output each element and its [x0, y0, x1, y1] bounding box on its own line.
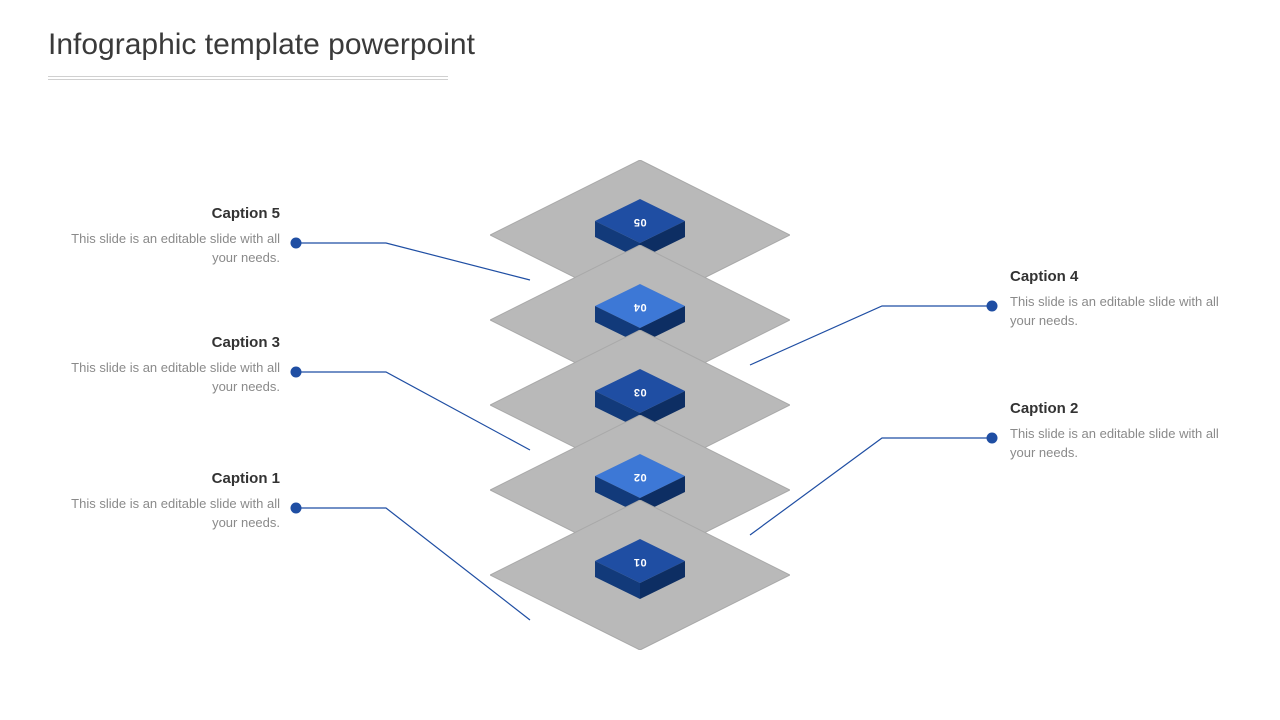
caption-block: Caption 1 This slide is an editable slide… [60, 470, 280, 533]
connector-dot [987, 433, 998, 444]
caption-desc: This slide is an editable slide with all… [60, 495, 280, 533]
iso-block: 01 [595, 539, 685, 599]
caption-block: Caption 4 This slide is an editable slide… [1010, 268, 1230, 331]
caption-desc: This slide is an editable slide with all… [1010, 293, 1230, 331]
block-number: 05 [633, 216, 646, 228]
caption-title: Caption 3 [60, 334, 280, 351]
block-number: 01 [633, 556, 646, 568]
connector-dot [987, 301, 998, 312]
caption-block: Caption 5 This slide is an editable slide… [60, 205, 280, 268]
connector-dot [291, 367, 302, 378]
caption-desc: This slide is an editable slide with all… [60, 230, 280, 268]
caption-block: Caption 3 This slide is an editable slide… [60, 334, 280, 397]
block-number: 03 [633, 386, 646, 398]
caption-desc: This slide is an editable slide with all… [60, 359, 280, 397]
caption-title: Caption 5 [60, 205, 280, 222]
caption-title: Caption 2 [1010, 400, 1230, 417]
connector-dot [291, 503, 302, 514]
block-number: 02 [633, 471, 646, 483]
caption-desc: This slide is an editable slide with all… [1010, 425, 1230, 463]
caption-title: Caption 1 [60, 470, 280, 487]
block-number: 04 [633, 301, 646, 313]
caption-title: Caption 4 [1010, 268, 1230, 285]
caption-block: Caption 2 This slide is an editable slide… [1010, 400, 1230, 463]
infographic-stage: 05 04 03 02 01 Caption 5 This slide is an … [0, 0, 1280, 720]
connector-dot [291, 238, 302, 249]
